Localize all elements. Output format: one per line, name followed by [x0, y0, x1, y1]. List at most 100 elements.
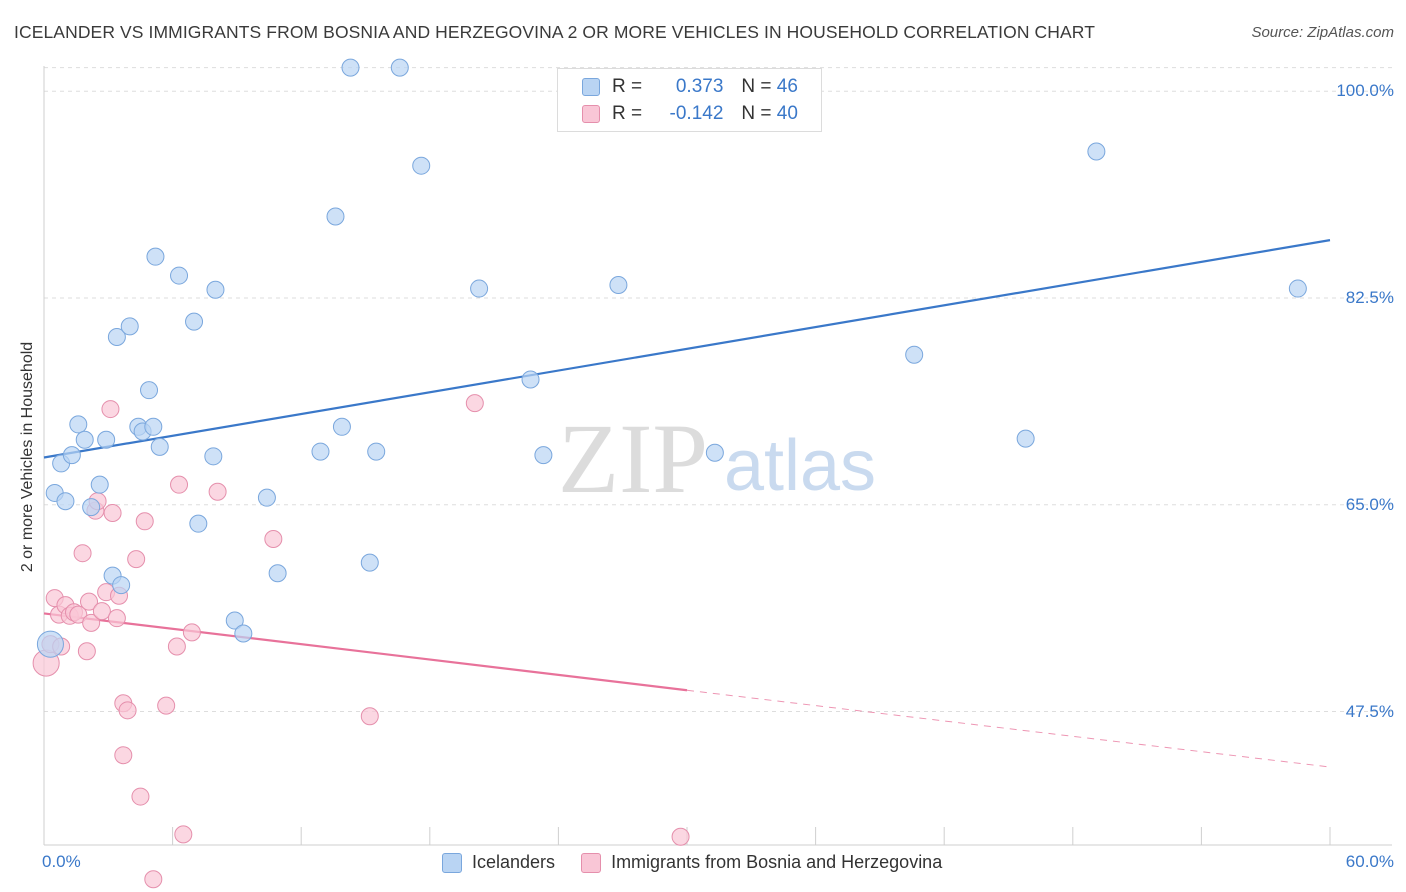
legend-item-icelanders[interactable]: Icelanders — [442, 852, 555, 873]
trendline-icelanders — [43, 239, 1331, 459]
point-icelander — [360, 553, 379, 572]
watermark: ZIP atlas — [558, 403, 876, 514]
point-icelander — [97, 430, 116, 449]
point-bosnia — [92, 602, 111, 621]
point-icelander — [144, 417, 163, 436]
point-icelander — [257, 488, 276, 507]
point-bosnia — [127, 550, 146, 569]
legend-swatch-pink — [582, 105, 600, 123]
legend-swatch-blue — [442, 852, 462, 873]
legend-r-value: -0.142 — [669, 103, 724, 124]
point-icelander — [905, 345, 924, 364]
point-icelander — [36, 630, 64, 658]
point-bosnia — [114, 746, 133, 765]
legend-n-value: 40 — [776, 103, 798, 124]
legend-r-label: R = — [612, 103, 643, 124]
point-icelander — [326, 207, 345, 226]
x-tick-label-max: 60.0% — [1345, 852, 1394, 871]
point-icelander — [56, 492, 75, 511]
point-icelander — [390, 58, 409, 77]
point-icelander — [185, 312, 204, 331]
point-icelander — [82, 498, 101, 517]
legend-item-bosnia[interactable]: Immigrants from Bosnia and Herzegovina — [581, 852, 942, 873]
legend-n-value: 46 — [776, 76, 798, 97]
point-bosnia — [77, 642, 96, 661]
chart-title: ICELANDER VS IMMIGRANTS FROM BOSNIA AND … — [14, 22, 1096, 42]
point-icelander — [204, 447, 223, 466]
point-bosnia — [73, 544, 92, 563]
point-bosnia — [182, 623, 201, 642]
legend-swatch-blue — [582, 78, 600, 96]
point-icelander — [206, 280, 225, 299]
trendline-bosnia-extrapolated — [686, 689, 1331, 768]
point-icelander — [367, 442, 386, 461]
legend-swatch-pink — [581, 852, 602, 873]
point-bosnia — [360, 707, 379, 726]
point-bosnia — [174, 825, 193, 844]
y-tick-label: 65.0% — [1345, 494, 1394, 514]
point-icelander — [150, 437, 169, 456]
chart-source: Source: ZipAtlas.com — [1251, 24, 1394, 41]
legend-r-label: R = — [612, 76, 643, 97]
point-icelander — [268, 564, 287, 583]
point-icelander — [341, 58, 360, 77]
series-legend: Icelanders Immigrants from Bosnia and He… — [442, 852, 968, 873]
point-icelander — [75, 430, 94, 449]
point-icelander — [140, 381, 159, 400]
point-bosnia — [208, 482, 227, 501]
point-bosnia — [131, 787, 150, 806]
legend-row-bosnia: R = -0.142 N = 40 — [582, 102, 798, 126]
point-icelander — [107, 327, 126, 346]
point-icelander — [332, 417, 351, 436]
legend-n-label: N = — [741, 103, 772, 124]
point-icelander — [705, 443, 724, 462]
point-bosnia — [103, 504, 122, 523]
point-icelander — [609, 276, 628, 295]
point-icelander — [412, 156, 431, 175]
y-tick-label: 100.0% — [1336, 81, 1394, 101]
point-bosnia — [82, 613, 101, 632]
point-icelander — [1016, 429, 1035, 448]
point-bosnia — [107, 609, 126, 628]
point-icelander — [120, 317, 139, 336]
correlation-legend: R = 0.373 N = 46 R = -0.142 N = 40 — [557, 68, 822, 132]
point-bosnia — [118, 701, 137, 720]
point-icelander — [189, 514, 208, 533]
point-icelander — [146, 247, 165, 266]
point-icelander — [112, 576, 131, 595]
point-icelander — [534, 446, 553, 465]
point-bosnia — [157, 696, 176, 715]
watermark-zip: ZIP — [558, 403, 708, 514]
point-icelander — [234, 624, 253, 643]
legend-label: Immigrants from Bosnia and Herzegovina — [611, 852, 943, 872]
y-tick-label: 47.5% — [1345, 701, 1394, 721]
point-icelander — [170, 266, 189, 285]
legend-row-icelanders: R = 0.373 N = 46 — [582, 75, 798, 99]
trendline-bosnia — [43, 612, 688, 692]
point-icelander — [90, 475, 109, 494]
point-icelander — [1288, 279, 1307, 298]
point-bosnia — [69, 605, 88, 624]
point-icelander — [62, 446, 81, 465]
watermark-atlas: atlas — [724, 426, 876, 506]
point-bosnia — [264, 530, 283, 549]
point-bosnia — [144, 870, 163, 889]
legend-r-value: 0.373 — [675, 76, 724, 97]
legend-n-label: N = — [741, 76, 772, 97]
y-tick-label: 82.5% — [1345, 288, 1394, 307]
point-bosnia — [465, 394, 484, 413]
point-icelander — [225, 611, 244, 630]
point-icelander — [1087, 142, 1106, 161]
point-bosnia — [80, 592, 99, 611]
point-bosnia — [167, 637, 186, 656]
point-bosnia — [671, 827, 690, 846]
legend-label: Icelanders — [472, 852, 556, 872]
point-icelander — [521, 370, 540, 389]
point-icelander — [69, 415, 88, 434]
point-bosnia — [135, 512, 154, 531]
point-icelander — [470, 279, 489, 298]
x-tick-label-min: 0.0% — [42, 852, 81, 871]
point-bosnia — [170, 475, 189, 494]
point-icelander — [311, 442, 330, 461]
